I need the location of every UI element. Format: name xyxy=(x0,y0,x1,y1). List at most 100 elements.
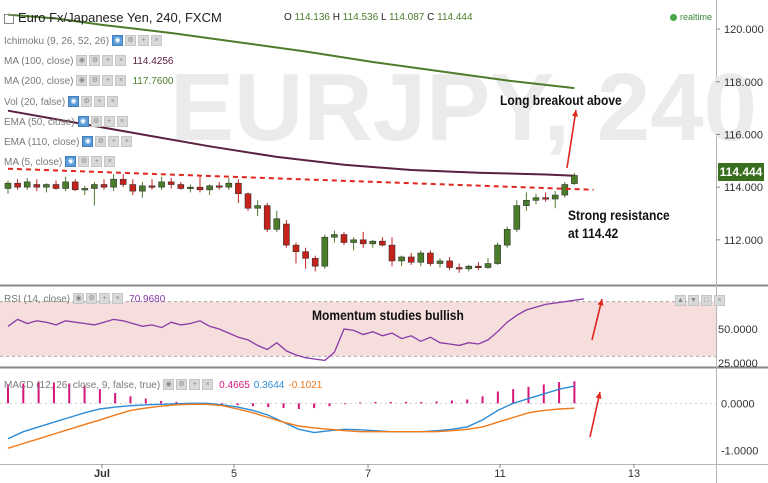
macd-hist-bar xyxy=(512,389,515,404)
indicator-ema50[interactable]: EMA (50, close) ◉ ⚙ + × xyxy=(4,115,130,129)
time-tick-label: 13 xyxy=(628,468,640,480)
indicator-controls[interactable]: ◉ ⚙ + × xyxy=(65,155,117,169)
rsi-panel-controls[interactable]: ▲ ▼ □ × xyxy=(675,292,727,310)
eye-icon: ◉ xyxy=(82,135,94,147)
candle-body xyxy=(542,197,549,200)
macd-hist-bar xyxy=(236,403,239,406)
close-icon: × xyxy=(116,115,128,127)
indicator-controls[interactable]: ◉ ⚙ + × xyxy=(76,74,128,88)
price-tick-label: 114.000 xyxy=(724,182,763,194)
macd-header[interactable]: MACD (12, 26, close, 9, false, true) ◉ ⚙ + ×… xyxy=(4,378,323,392)
macd-arrow xyxy=(589,391,601,438)
candle-body xyxy=(33,184,41,188)
indicator-ma200[interactable]: MA (200, close) ◉ ⚙ + × 117.7600 xyxy=(4,74,174,88)
macd-hist-bar xyxy=(221,403,224,405)
candle-body xyxy=(398,256,405,262)
candle-body xyxy=(273,218,281,230)
candle-body xyxy=(110,178,117,188)
ma200-line xyxy=(7,13,575,90)
candle-body xyxy=(215,185,223,188)
indicator-ma5[interactable]: MA (5, close) ◉ ⚙ + × xyxy=(4,155,117,169)
time-tick-label: 11 xyxy=(494,468,505,480)
indicator-ema110[interactable]: EMA (110, close) ◉ ⚙ + × xyxy=(4,135,134,149)
add-icon: + xyxy=(102,74,114,86)
symbol-title[interactable]: Euro Fx/Japanese Yen, 240, FXCM xyxy=(18,10,222,25)
candles xyxy=(4,173,578,273)
macd-hist-bar xyxy=(343,403,346,405)
rsi-band xyxy=(0,301,716,357)
candle-body xyxy=(379,240,386,246)
candle-body xyxy=(225,182,233,188)
low-value: 114.087 xyxy=(388,12,425,23)
candle-body xyxy=(436,260,444,264)
realtime-dot-icon xyxy=(670,14,677,22)
annotation-resistance-1: Strong resistance xyxy=(568,207,670,223)
annotation-momentum: Momentum studies bullish xyxy=(312,307,464,323)
macd-hist-bar xyxy=(282,403,285,409)
ohlc-values: O 114.136 H 114.536 L 114.087 C 114.444 xyxy=(284,12,473,23)
rsi-arrow xyxy=(591,298,603,341)
macd-hist-bar xyxy=(83,385,86,404)
indicator-controls[interactable]: ◉ ⚙ + × xyxy=(163,378,215,392)
macd-hist-bar xyxy=(496,391,499,404)
indicator-controls[interactable]: ◉ ⚙ + × xyxy=(112,34,164,48)
close-icon: × xyxy=(104,155,116,167)
add-icon: + xyxy=(102,54,114,66)
candle-body xyxy=(388,244,396,262)
close-icon: × xyxy=(115,54,127,66)
settings-icon: ⚙ xyxy=(89,74,101,86)
candle-body xyxy=(465,265,473,270)
indicator-controls[interactable]: ◉ ⚙ + × xyxy=(82,135,134,149)
indicator-controls[interactable]: ◉ ⚙ + × xyxy=(68,95,120,109)
time-tick-label: Jul xyxy=(94,468,110,480)
candle-body xyxy=(311,257,319,267)
macd-hist-bar xyxy=(405,401,408,404)
price-tick-label: 116.000 xyxy=(724,129,763,141)
open-value: 114.136 xyxy=(294,12,330,23)
current-price-badge: 114.444 xyxy=(718,163,764,181)
indicator-ma100[interactable]: MA (100, close) ◉ ⚙ + × 114.4256 xyxy=(4,54,174,68)
candle-body xyxy=(158,181,165,188)
indicator-controls[interactable]: ◉ ⚙ + × xyxy=(77,115,130,129)
macd-hist-bar xyxy=(450,400,453,404)
macd-series-macd xyxy=(7,385,575,440)
candle-body xyxy=(206,185,213,191)
indicator-controls[interactable]: ◉ ⚙ + × xyxy=(73,292,125,306)
macd-series-signal xyxy=(7,403,575,449)
candle-body xyxy=(494,244,501,264)
ma200-series xyxy=(7,13,575,90)
candle-body xyxy=(244,193,252,209)
rsi-header[interactable]: RSI (14, close) ◉ ⚙ + × 70.9680 xyxy=(4,292,166,306)
collapse-icon[interactable] xyxy=(4,13,14,24)
macd-hist-bar xyxy=(98,389,101,404)
candle-body xyxy=(139,185,146,192)
close-icon: × xyxy=(112,292,124,304)
move-up-icon: ▲ xyxy=(675,295,686,307)
candle-body xyxy=(302,251,309,259)
close-icon: × xyxy=(151,34,163,46)
add-icon: + xyxy=(189,378,201,390)
high-value: 114.536 xyxy=(342,12,379,23)
add-icon: + xyxy=(138,34,150,46)
annotation-breakout: Long breakout above xyxy=(500,92,622,108)
maximize-icon: □ xyxy=(701,295,712,307)
breakout-arrow-head xyxy=(572,110,579,117)
macd-hist-bar xyxy=(481,396,484,404)
breakout-arrow xyxy=(566,109,577,169)
candle-body xyxy=(571,175,578,184)
close-icon: × xyxy=(115,74,127,86)
indicator-controls[interactable]: ◉ ⚙ + × xyxy=(76,54,128,68)
close-icon: × xyxy=(714,295,725,307)
macd-hist-bar xyxy=(527,386,530,404)
macd-hist-bar xyxy=(359,402,362,404)
watermark-text: EURJPY, 240 xyxy=(170,54,757,161)
indicator-ichimoku[interactable]: Ichimoku (9, 26, 52, 26) ◉ ⚙ + × xyxy=(4,34,164,48)
candle-body xyxy=(407,256,415,263)
close-icon: × xyxy=(202,378,214,390)
x-axis-ticks: Jul 5 7 11 13 xyxy=(94,464,640,480)
indicator-vol[interactable]: Vol (20, false) ◉ ⚙ + × xyxy=(4,95,120,109)
settings-icon: ⚙ xyxy=(78,155,90,167)
macd-hist-bar xyxy=(144,398,147,404)
add-icon: + xyxy=(108,135,120,147)
